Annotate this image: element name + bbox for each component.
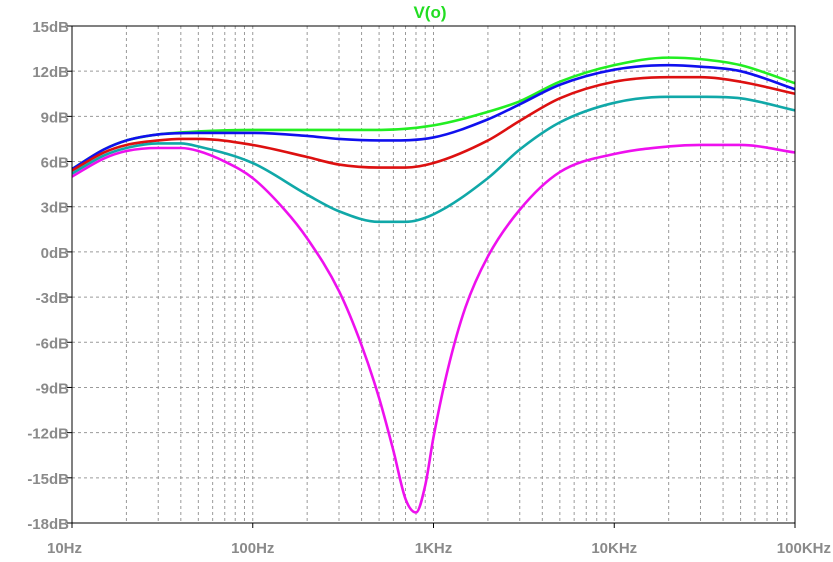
x-tick-label: 10Hz bbox=[47, 540, 82, 557]
y-tick-label: -9dB bbox=[36, 380, 70, 397]
y-tick-label: -12dB bbox=[27, 426, 69, 443]
chart-title: V(o) bbox=[413, 3, 446, 22]
x-tick-label: 1KHz bbox=[415, 540, 453, 557]
plot-frame bbox=[71, 25, 796, 524]
y-tick-label: 3dB bbox=[41, 200, 70, 217]
x-tick-label: 10KHz bbox=[591, 540, 637, 557]
y-tick-label: -15dB bbox=[27, 471, 69, 488]
series-line-2 bbox=[71, 75, 796, 172]
y-tick-label: 6dB bbox=[41, 155, 70, 172]
grid bbox=[67, 25, 796, 528]
y-tick-label: -3dB bbox=[36, 290, 70, 307]
y-tick-labels: 15dB 12dB 9dB 6dB 3dB 0dB -3dB -6dB -9dB -12dB -15… bbox=[27, 19, 69, 533]
x-tick-labels: 10Hz 100Hz 1KHz 10KHz 100KHz bbox=[47, 540, 831, 557]
y-tick-label: -6dB bbox=[36, 335, 70, 352]
series-group bbox=[71, 56, 796, 514]
y-tick-label: 9dB bbox=[41, 109, 70, 126]
y-tick-label: 12dB bbox=[32, 64, 69, 81]
y-tick-label: 0dB bbox=[41, 245, 70, 262]
x-tick-label: 100KHz bbox=[777, 540, 831, 557]
series-line-3 bbox=[71, 95, 796, 224]
series-line-1 bbox=[71, 63, 796, 171]
y-tick-label: 15dB bbox=[32, 19, 69, 36]
series-line-4 bbox=[71, 143, 796, 514]
x-tick-label: 100Hz bbox=[231, 540, 274, 557]
y-tick-label: -18dB bbox=[27, 516, 69, 533]
